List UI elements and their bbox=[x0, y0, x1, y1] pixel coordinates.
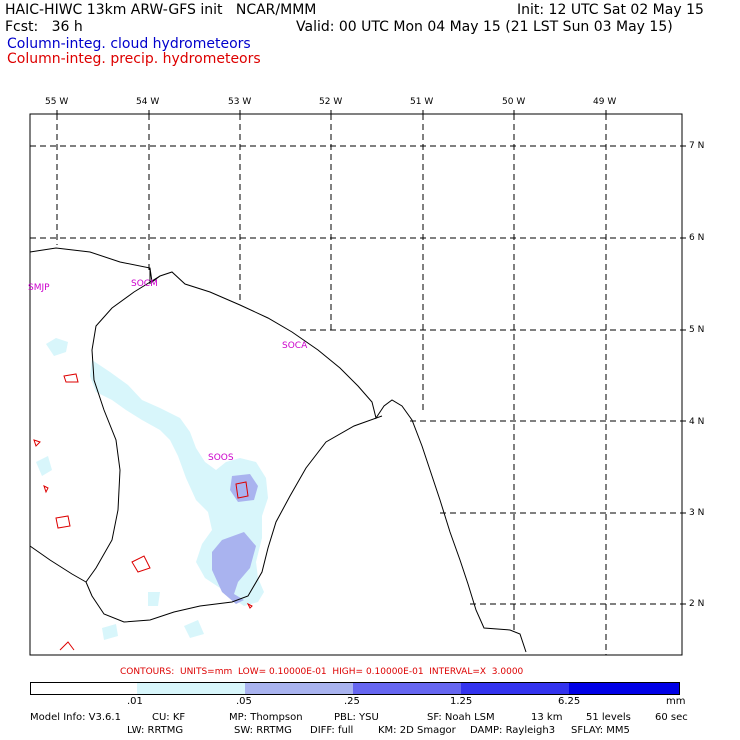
precip-contour bbox=[246, 602, 253, 609]
lon-label-53w: 53 W bbox=[228, 97, 252, 107]
coastline-borders bbox=[29, 247, 527, 653]
precip-contour bbox=[55, 515, 71, 529]
model-sw: SW: RRTMG bbox=[234, 725, 292, 736]
model-diff: DIFF: full bbox=[310, 725, 354, 736]
lat-label-2n: 2 N bbox=[689, 599, 705, 609]
coastline bbox=[29, 247, 527, 653]
colorbar-label: .25 bbox=[344, 696, 360, 707]
model-levels: 51 levels bbox=[586, 712, 631, 723]
cloud-shading-medium bbox=[212, 474, 258, 604]
frame-ticks bbox=[56, 110, 686, 605]
colorbar-label: .05 bbox=[236, 696, 252, 707]
cloud-field-patch bbox=[36, 456, 52, 476]
colorbar-label: 6.25 bbox=[558, 696, 581, 707]
lon-label-54w: 54 W bbox=[136, 97, 160, 107]
cloud-field-core bbox=[230, 474, 258, 502]
lon-label-50w: 50 W bbox=[502, 97, 526, 107]
lat-label-7n: 7 N bbox=[689, 141, 705, 151]
station-label: SOCA bbox=[282, 341, 308, 351]
lon-label-55w: 55 W bbox=[45, 97, 69, 107]
header-forecast-hour: Fcst: 36 h bbox=[5, 19, 83, 35]
border-line bbox=[29, 545, 87, 583]
station-label: SOOS bbox=[208, 453, 234, 463]
precip-contour bbox=[63, 373, 79, 383]
legend-cloud-hydrometeors: Column-integ. cloud hydrometeors bbox=[7, 36, 251, 52]
legend-precip-hydrometeors: Column-integ. precip. hydrometeors bbox=[7, 51, 261, 67]
lon-label-49w: 49 W bbox=[593, 97, 617, 107]
contours-info: CONTOURS: UNITS=mm LOW= 0.10000E-01 HIGH… bbox=[120, 667, 524, 677]
colorbar-segment bbox=[569, 682, 680, 695]
model-timestep: 60 sec bbox=[655, 712, 688, 723]
model-version: Model Info: V3.6.1 bbox=[30, 712, 121, 723]
cloud-field-patch bbox=[148, 592, 160, 606]
precip-contour bbox=[59, 641, 75, 651]
header-title: HAIC-HIWC 13km ARW-GFS init NCAR/MMM bbox=[5, 2, 317, 18]
cloud-field-patch bbox=[184, 620, 204, 638]
model-lw: LW: RRTMG bbox=[127, 725, 184, 736]
model-resolution: 13 km bbox=[531, 712, 563, 723]
lat-label-6n: 6 N bbox=[689, 233, 705, 243]
lon-label-52w: 52 W bbox=[319, 97, 343, 107]
cloud-field-patch bbox=[46, 338, 68, 356]
model-sflay: SFLAY: MM5 bbox=[571, 725, 630, 736]
colorbar-segment bbox=[30, 682, 138, 695]
cloud-field-patch bbox=[102, 624, 118, 640]
precip-contour bbox=[43, 485, 49, 494]
model-mp: MP: Thompson bbox=[229, 712, 303, 723]
header-valid-time: Valid: 00 UTC Mon 04 May 15 (21 LST Sun … bbox=[296, 19, 673, 35]
border-line bbox=[85, 275, 383, 623]
colorbar-label: .01 bbox=[127, 696, 143, 707]
lat-label-4n: 4 N bbox=[689, 417, 705, 427]
lat-label-3n: 3 N bbox=[689, 508, 705, 518]
lat-lon-grid bbox=[30, 114, 682, 655]
precip-contour bbox=[131, 555, 151, 573]
precip-contour bbox=[33, 439, 41, 447]
colorbar-label: 1.25 bbox=[450, 696, 473, 707]
model-sf: SF: Noah LSM bbox=[427, 712, 495, 723]
model-pbl: PBL: YSU bbox=[334, 712, 379, 723]
station-label: SMJP bbox=[28, 283, 50, 293]
colorbar-segment bbox=[461, 682, 569, 695]
precip-contours bbox=[33, 373, 253, 651]
precip-contour bbox=[235, 481, 249, 499]
station-label: SOCM bbox=[131, 279, 158, 289]
model-cu: CU: KF bbox=[152, 712, 186, 723]
model-km: KM: 2D Smagor bbox=[378, 725, 456, 736]
map-frame bbox=[29, 113, 683, 656]
header-init-time: Init: 12 UTC Sat 02 May 15 bbox=[517, 2, 704, 18]
colorbar-segment bbox=[353, 682, 461, 695]
colorbar-segment bbox=[137, 682, 245, 695]
lon-label-51w: 51 W bbox=[410, 97, 434, 107]
colorbar-units: mm bbox=[666, 696, 686, 707]
cloud-field-core bbox=[212, 532, 256, 604]
colorbar-segment bbox=[245, 682, 353, 695]
model-damp: DAMP: Rayleigh3 bbox=[470, 725, 556, 736]
lat-label-5n: 5 N bbox=[689, 325, 705, 335]
